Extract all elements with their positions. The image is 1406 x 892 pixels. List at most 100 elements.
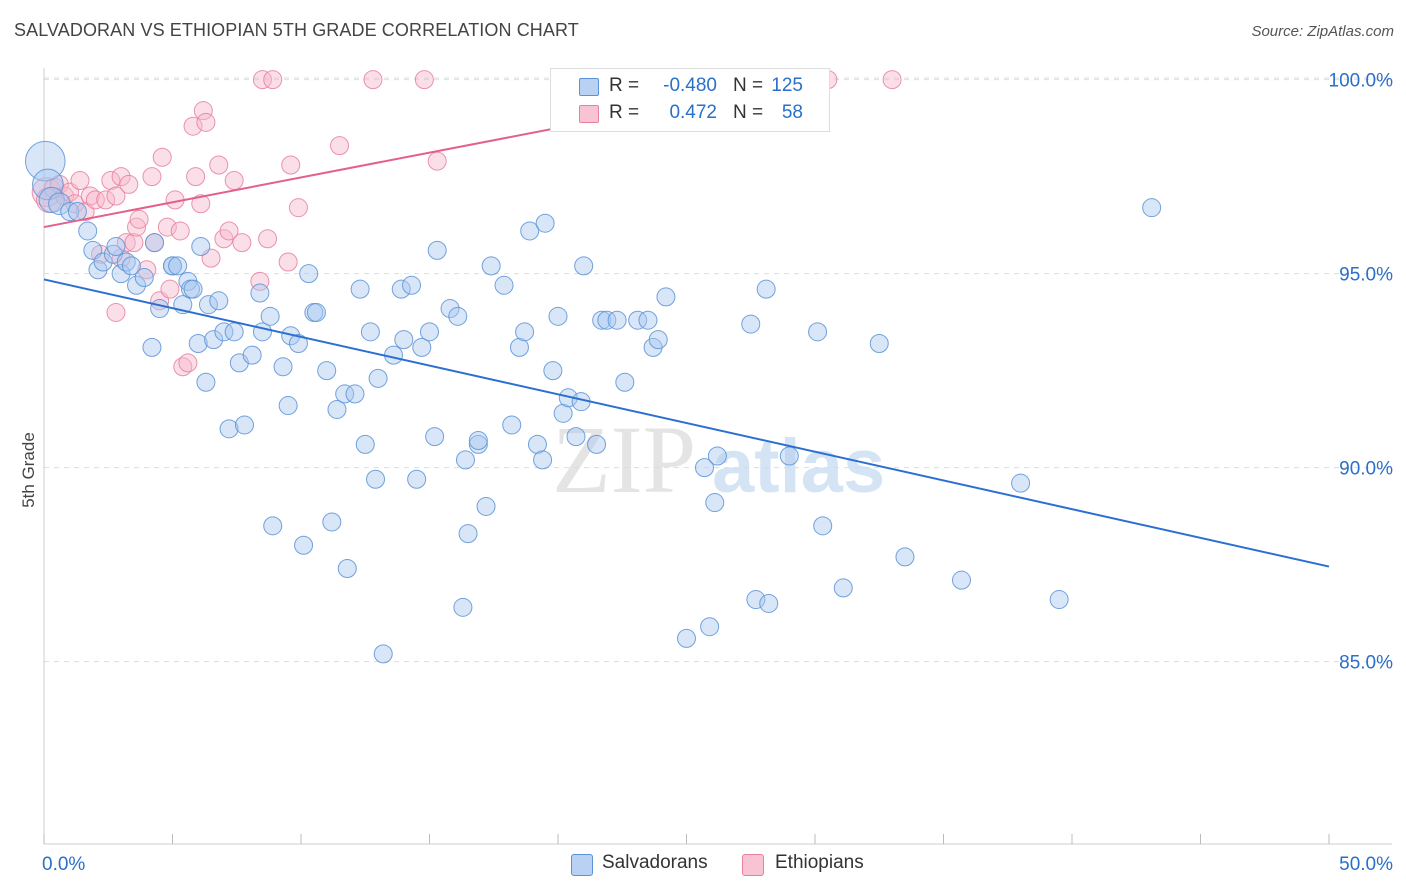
legend-swatch-salvadorans xyxy=(571,854,593,876)
salvadoran-point xyxy=(592,310,612,330)
salvadoran-point xyxy=(198,295,218,315)
salvadoran-point xyxy=(335,384,355,404)
salvadoran-points xyxy=(24,140,1162,664)
salvadoran-point xyxy=(188,333,208,353)
salvadoran-point xyxy=(322,512,342,532)
salvadoran-point xyxy=(700,617,720,637)
ethiopian-point xyxy=(124,233,144,253)
salvadoran-point xyxy=(453,597,473,617)
ethiopian-point xyxy=(101,171,121,191)
salvadoran-point xyxy=(306,302,326,322)
salvadoran-point xyxy=(142,337,162,357)
salvadoran-point xyxy=(183,279,203,299)
salvadoran-point xyxy=(677,628,696,648)
salvadoran-point xyxy=(458,524,478,544)
salvadoran-point xyxy=(502,415,522,435)
ethiopian-point xyxy=(193,101,213,121)
salvadoran-point xyxy=(407,469,427,489)
salvadoran-point xyxy=(360,322,380,342)
salvadoran-point xyxy=(808,322,828,342)
salvadoran-point xyxy=(250,283,270,303)
salvadoran-point xyxy=(543,361,563,381)
ethiopian-point xyxy=(106,186,126,206)
salvadoran-point xyxy=(1049,590,1069,610)
legend-r-value: 0.472 xyxy=(669,102,717,123)
salvadoran-point xyxy=(895,547,915,567)
ethiopian-point xyxy=(96,190,116,210)
legend-label-salvadorans: Salvadorans xyxy=(602,852,708,873)
salvadoran-point xyxy=(116,252,136,272)
salvadoran-point xyxy=(951,570,971,590)
ethiopian-point xyxy=(288,198,308,218)
legend-swatch-salvadoran xyxy=(579,78,599,96)
salvadoran-point xyxy=(520,221,540,241)
salvadoran-point xyxy=(527,434,547,454)
salvadoran-point xyxy=(869,333,889,353)
salvadoran-point xyxy=(38,186,65,214)
salvadoran-point xyxy=(533,450,553,470)
legend-n-value: 125 xyxy=(771,75,803,96)
ethiopian-point xyxy=(186,167,206,187)
ethiopian-point xyxy=(157,217,177,237)
watermark: ZIP atlas xyxy=(552,406,885,513)
ethiopian-point xyxy=(119,174,139,194)
ethiopian-point xyxy=(232,233,252,253)
gridlines xyxy=(44,77,1392,663)
salvadoran-trend-line xyxy=(43,278,1330,568)
ethiopian-point xyxy=(85,190,105,210)
salvadoran-point xyxy=(78,221,98,241)
salvadoran-point xyxy=(597,310,617,330)
salvadoran-point xyxy=(373,644,393,664)
salvadoran-point xyxy=(402,275,422,295)
salvadoran-point xyxy=(327,399,347,419)
salvadoran-point xyxy=(468,430,488,450)
ethiopian-point xyxy=(80,186,100,206)
ethiopian-point xyxy=(191,194,211,214)
salvadoran-point xyxy=(204,330,224,350)
ethiopian-point xyxy=(281,155,301,175)
ethiopian-point xyxy=(196,112,216,132)
x-ticks xyxy=(43,834,1330,844)
salvadoran-point xyxy=(420,322,439,342)
axes xyxy=(43,68,1392,845)
salvadoran-point xyxy=(224,322,244,342)
ethiopian-point xyxy=(173,357,193,377)
salvadoran-point xyxy=(656,287,676,307)
salvadoran-point xyxy=(350,279,370,299)
salvadoran-point xyxy=(548,306,568,326)
salvadoran-point xyxy=(515,322,535,342)
y-axis-label: 5th Grade xyxy=(19,432,38,508)
x-tick-label-0: 0.0% xyxy=(42,854,85,875)
ethiopian-point xyxy=(106,302,126,322)
salvadoran-point xyxy=(317,361,337,381)
salvadoran-point xyxy=(60,202,80,222)
salvadoran-point xyxy=(93,252,113,272)
ethiopian-point xyxy=(330,136,350,156)
legend-swatch-ethiopian xyxy=(579,105,599,123)
salvadoran-point xyxy=(813,516,833,536)
salvadoran-point xyxy=(121,256,141,276)
ethiopian-point xyxy=(209,155,229,175)
salvadoran-point xyxy=(263,516,283,536)
ethiopian-point xyxy=(152,147,172,167)
ethiopian-point xyxy=(178,353,198,373)
salvadoran-point xyxy=(756,279,776,299)
salvadoran-point xyxy=(191,236,211,256)
ethiopian-point xyxy=(250,271,270,291)
salvadoran-point xyxy=(345,384,365,404)
salvadoran-point xyxy=(234,415,254,435)
salvadoran-point xyxy=(509,337,529,357)
legend-n-value: 58 xyxy=(781,102,803,123)
ethiopian-point xyxy=(55,186,75,206)
salvadoran-point xyxy=(481,256,501,276)
ethiopian-point xyxy=(137,260,157,280)
y-tick-label-90: 90.0% xyxy=(1339,459,1393,480)
salvadoran-point xyxy=(273,357,293,377)
salvadoran-point xyxy=(294,535,314,555)
source-credit: Source: ZipAtlas.com xyxy=(1251,23,1394,40)
salvadoran-point xyxy=(427,240,447,260)
salvadoran-point xyxy=(779,446,799,466)
legend-n-label: N = xyxy=(733,75,764,96)
y-tick-label-85: 85.0% xyxy=(1339,653,1393,674)
